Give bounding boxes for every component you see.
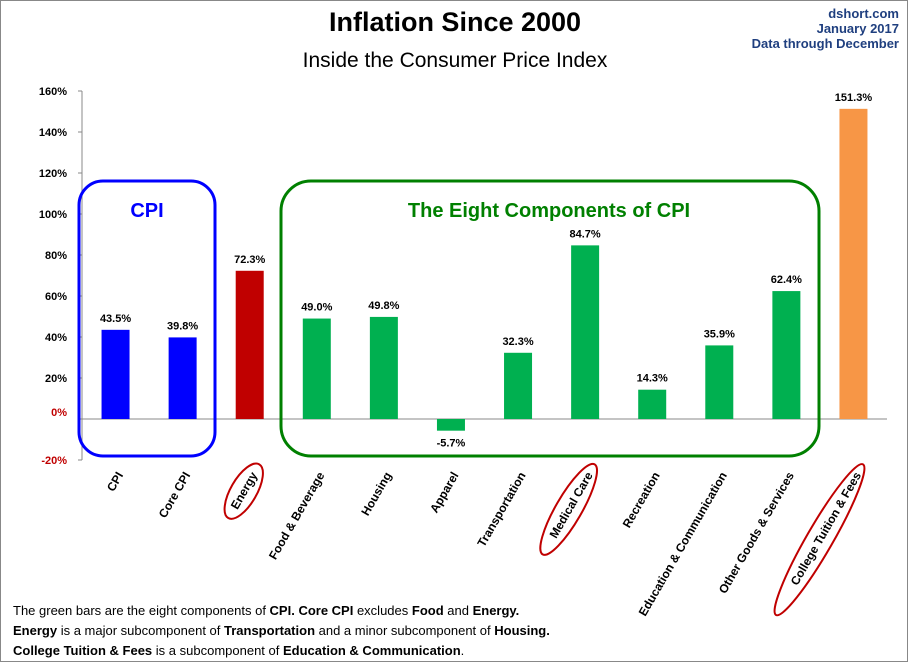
y-tick-label: 120% — [39, 168, 67, 180]
bar — [235, 270, 264, 419]
x-tick-label: Energy — [228, 469, 261, 512]
footnote-text: The green bars are the eight components … — [13, 603, 270, 618]
data-label: -5.7% — [437, 438, 466, 450]
bar — [101, 329, 130, 419]
footnote-line: College Tuition & Fees is a subcomponent… — [13, 641, 550, 661]
y-tick-label: 160% — [39, 86, 67, 98]
x-label-group: Energy — [223, 462, 264, 520]
components-group-box — [279, 179, 821, 458]
x-tick-label: Transportation — [475, 470, 529, 550]
footnote-text: CPI. Core CPI — [269, 603, 354, 618]
chart-title: Inflation Since 2000 — [328, 7, 582, 37]
x-label-group: Core CPI — [156, 470, 193, 521]
cpi-group-box — [77, 179, 217, 458]
footnote-text: is a subcomponent of — [152, 643, 283, 658]
y-tick-label: -20% — [41, 455, 67, 467]
bar — [436, 419, 465, 431]
y-tick-label: 0% — [51, 407, 67, 419]
data-label: 32.3% — [502, 336, 533, 348]
components-annotation: The Eight Components of CPI — [408, 200, 690, 222]
source-note: Data through December — [751, 36, 899, 51]
data-label: 62.4% — [771, 274, 802, 286]
data-label: 151.3% — [835, 92, 873, 104]
source-site: dshort.com — [828, 6, 899, 21]
data-label: 39.8% — [167, 320, 198, 332]
data-label: 49.8% — [368, 300, 399, 312]
bar — [168, 337, 197, 419]
source-info: dshort.com January 2017 Data through Dec… — [752, 6, 899, 51]
footnotes: The green bars are the eight components … — [13, 601, 550, 661]
cpi-annotation: CPI — [130, 200, 163, 222]
footnote-text: and a minor subcomponent of — [315, 623, 495, 638]
bar — [369, 316, 398, 419]
bar — [705, 345, 734, 419]
y-tick-label: 40% — [45, 332, 67, 344]
highlight-ellipse — [773, 463, 866, 617]
bar — [504, 352, 533, 419]
x-tick-label: Food & Beverage — [266, 469, 328, 562]
x-label-group: Food & Beverage — [266, 469, 328, 562]
y-tick-label: 60% — [45, 291, 67, 303]
highlight-ellipse — [223, 462, 264, 520]
bar — [571, 245, 600, 419]
x-tick-label: Apparel — [427, 470, 461, 516]
footnote-text: Energy — [13, 623, 58, 638]
bar — [839, 108, 868, 420]
y-tick-label: 140% — [39, 127, 67, 139]
data-label: 72.3% — [234, 254, 265, 266]
data-label: 84.7% — [570, 228, 601, 240]
x-tick-label: Housing — [358, 470, 394, 519]
data-label: 35.9% — [704, 328, 735, 340]
bar — [638, 389, 667, 419]
footnote-text: excludes — [353, 603, 412, 618]
x-tick-label: CPI — [104, 470, 126, 494]
data-label: 14.3% — [637, 373, 668, 385]
chart-subtitle: Inside the Consumer Price Index — [302, 49, 608, 72]
x-label-group: Medical Care — [539, 462, 598, 556]
source-date: January 2017 — [816, 21, 899, 36]
x-label-group: CPI — [104, 470, 126, 494]
highlight-ellipse — [539, 462, 598, 556]
footnote-text: is a major subcomponent of — [57, 623, 224, 638]
x-label-group: Recreation — [620, 470, 663, 531]
data-label: 49.0% — [301, 302, 332, 314]
y-tick-label: 20% — [45, 373, 67, 385]
x-label-group: Housing — [358, 470, 394, 519]
footnote-line: Energy is a major subcomponent of Transp… — [13, 621, 550, 641]
footnote-text: and — [443, 603, 473, 618]
footnote-text: . — [460, 643, 465, 658]
bar — [302, 318, 331, 419]
x-label-group: Transportation — [475, 470, 529, 550]
y-tick-label: 80% — [45, 250, 67, 262]
bar — [772, 291, 801, 419]
data-label: 43.5% — [100, 313, 131, 325]
footnote-text: College Tuition & Fees — [13, 643, 153, 658]
footnote-text: Food — [411, 603, 444, 618]
footnote-text: Energy. — [472, 603, 520, 618]
x-label-group: Apparel — [427, 470, 461, 516]
footnote-text: Education & Communication — [282, 643, 461, 658]
x-tick-label: Core CPI — [156, 470, 193, 521]
y-tick-label: 100% — [39, 209, 67, 221]
footnote-line: The green bars are the eight components … — [13, 601, 550, 621]
footnote-text: Housing. — [494, 623, 550, 638]
x-tick-label: Recreation — [620, 470, 663, 531]
footnote-text: Transportation — [224, 623, 316, 638]
x-tick-label: College Tuition & Fees — [788, 469, 865, 588]
